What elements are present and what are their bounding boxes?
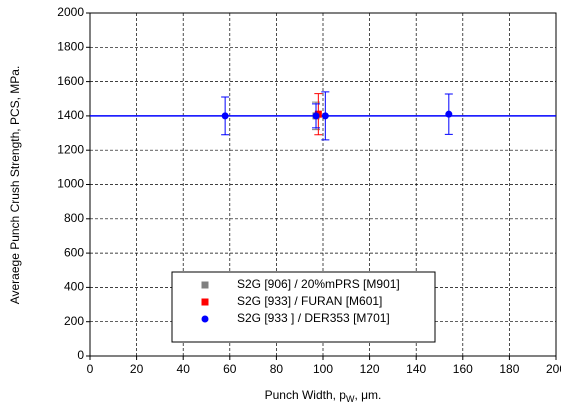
x-tick-label: 120 xyxy=(360,362,380,376)
legend-marker xyxy=(201,298,209,306)
x-tick-label: 20 xyxy=(130,362,144,376)
legend-label: S2G [933] / FURAN [M601] xyxy=(237,294,382,308)
x-tick-label: 60 xyxy=(223,362,237,376)
legend-label: S2G [933 ] / DER353 [M701] xyxy=(237,311,390,325)
x-tick-label: 140 xyxy=(406,362,426,376)
y-tick-label: 2000 xyxy=(57,5,84,19)
data-point xyxy=(321,112,329,120)
x-label-end: , μm. xyxy=(354,388,381,402)
legend-marker xyxy=(201,281,209,289)
y-tick-label: 600 xyxy=(64,245,84,259)
legend-box xyxy=(171,271,436,343)
y-tick-label: 1800 xyxy=(57,39,84,53)
data-point xyxy=(312,112,320,120)
x-tick-label: 40 xyxy=(177,362,191,376)
x-tick-label: 160 xyxy=(453,362,473,376)
x-tick-label: 0 xyxy=(87,362,94,376)
y-tick-label: 1200 xyxy=(57,142,84,156)
y-tick-label: 1400 xyxy=(57,108,84,122)
x-label-sub: W xyxy=(346,394,355,404)
plot-frame xyxy=(89,12,557,357)
data-point xyxy=(221,112,229,120)
x-axis-label: Punch Width, pW, μm. xyxy=(265,388,382,404)
x-tick-label: 200 xyxy=(546,362,561,376)
y-tick-label: 400 xyxy=(64,280,84,294)
x-tick-label: 80 xyxy=(270,362,284,376)
legend-marker xyxy=(201,315,209,323)
y-tick-label: 800 xyxy=(64,211,84,225)
y-axis-label: Averaege Punch Crush Strength, PCS, MPa. xyxy=(8,66,22,305)
x-tick-label: 180 xyxy=(499,362,519,376)
y-tick-label: 200 xyxy=(64,314,84,328)
y-tick-label: 0 xyxy=(77,348,84,362)
y-tick-label: 1000 xyxy=(57,177,84,191)
legend-label: S2G [906] / 20%mPRS [M901] xyxy=(237,277,400,291)
data-point xyxy=(445,110,453,118)
y-tick-label: 1600 xyxy=(57,74,84,88)
x-label-main: Punch Width, p xyxy=(265,388,347,402)
x-tick-label: 100 xyxy=(313,362,333,376)
